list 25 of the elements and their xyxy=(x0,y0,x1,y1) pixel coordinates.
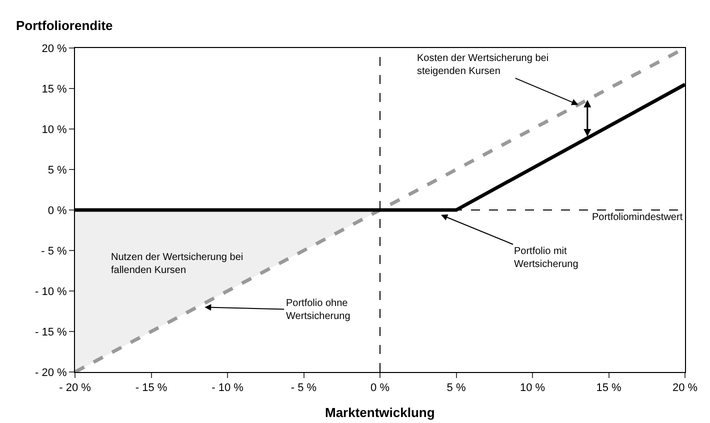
y-tick-label: - 10 % xyxy=(35,286,68,298)
x-tick-label: - 15 % xyxy=(135,382,168,394)
x-axis-title: Marktentwicklung xyxy=(325,405,435,420)
y-tick-label: 15 % xyxy=(42,83,68,96)
x-tick-label: 15 % xyxy=(596,382,622,394)
y-tick-label: 0 % xyxy=(48,204,68,217)
x-tick-label: 20 % xyxy=(672,382,698,394)
y-tick-label: - 20 % xyxy=(35,366,68,379)
x-tick-label: 0 % xyxy=(370,382,390,394)
x-tick-label: 5 % xyxy=(446,382,466,394)
x-tick-label: 10 % xyxy=(520,382,546,394)
y-axis-title: Portfoliorendite xyxy=(16,18,113,33)
y-tick-label: - 5 % xyxy=(41,245,68,258)
annotation: Portfolio mit Wertsicherung xyxy=(514,246,578,270)
y-tick-label: 10 % xyxy=(42,124,68,136)
x-tick-label: - 10 % xyxy=(212,382,244,394)
annotation: Kosten der Wertsicherung bei steigenden Kursen xyxy=(417,53,549,77)
y-tick-label: 20 % xyxy=(42,42,68,55)
annotation: Portfolio ohne Wertsicherung xyxy=(286,298,350,322)
x-tick-label: - 5 % xyxy=(290,382,317,394)
annotation: Nutzen der Wertsicherung bei fallenden Kursen xyxy=(111,252,244,276)
y-tick-label: 5 % xyxy=(48,164,68,176)
x-tick-label: - 20 % xyxy=(59,382,92,394)
y-tick-label: - 15 % xyxy=(35,326,68,338)
ref-line-label: Portfoliomindestwert xyxy=(592,212,683,223)
